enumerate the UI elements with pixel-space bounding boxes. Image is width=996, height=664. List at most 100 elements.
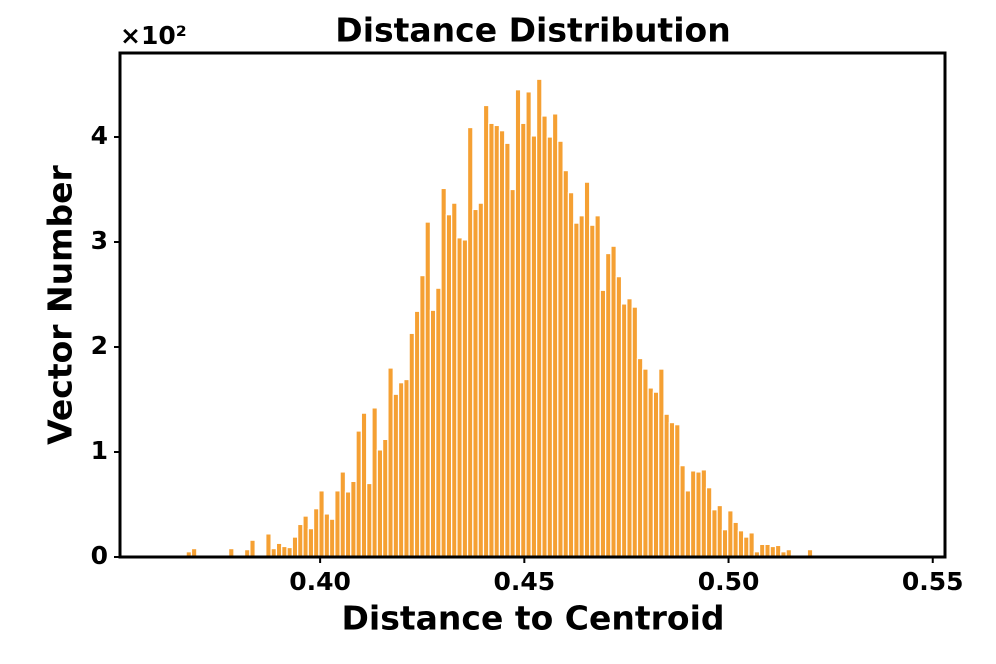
bar — [403, 378, 410, 558]
bar — [700, 469, 708, 558]
bar — [605, 252, 612, 558]
bar — [488, 122, 495, 558]
bar — [408, 332, 416, 558]
bar — [721, 529, 729, 558]
bar — [679, 465, 686, 558]
bar — [498, 130, 506, 558]
bar — [477, 202, 485, 558]
bar — [727, 510, 734, 558]
plot-frame — [118, 51, 947, 559]
bar — [445, 214, 453, 558]
bar — [413, 310, 421, 558]
y-tick-label: 1 — [91, 436, 108, 465]
bar — [461, 239, 469, 558]
bar — [312, 508, 320, 558]
bar — [594, 215, 601, 558]
bar — [652, 391, 660, 558]
bar — [764, 543, 771, 558]
bar — [631, 306, 639, 558]
bar — [642, 368, 649, 558]
x-tick-label: 0.40 — [289, 567, 351, 596]
bar — [620, 303, 628, 558]
bar — [748, 532, 755, 558]
bar — [424, 221, 431, 558]
bar — [705, 487, 713, 558]
bar — [541, 115, 548, 558]
bar — [350, 480, 357, 558]
bar — [663, 413, 670, 558]
bar — [355, 430, 362, 558]
bar — [366, 482, 373, 558]
bar — [520, 122, 527, 558]
bar — [302, 515, 309, 558]
bar — [291, 536, 299, 558]
y-tick-label: 2 — [91, 331, 108, 360]
bar — [514, 89, 522, 558]
bar — [472, 208, 479, 558]
bar — [578, 215, 585, 558]
bar — [658, 368, 665, 558]
bar — [610, 245, 617, 558]
bar — [774, 544, 782, 558]
bar — [599, 289, 607, 558]
bar — [551, 113, 559, 558]
y-tick-label: 4 — [91, 121, 108, 150]
bar — [466, 126, 474, 558]
bar — [562, 170, 570, 558]
bar — [297, 523, 304, 558]
bar — [737, 530, 745, 558]
bar — [275, 542, 283, 558]
bar — [530, 135, 538, 558]
bar — [573, 222, 580, 558]
bar — [482, 104, 490, 558]
bar — [546, 136, 554, 558]
x-tick-label: 0.50 — [698, 567, 760, 596]
chart-title: Distance Distribution — [335, 11, 730, 50]
bar — [647, 387, 654, 558]
bar — [732, 521, 739, 558]
bar — [281, 545, 288, 558]
bar — [376, 449, 384, 558]
bar — [435, 287, 442, 558]
bar — [525, 91, 532, 558]
bar — [626, 298, 633, 558]
y-axis-label: Vector Number — [41, 164, 80, 444]
bar — [535, 78, 543, 558]
bar — [695, 471, 702, 558]
y-tick-label: 0 — [91, 541, 108, 570]
bar — [504, 142, 511, 558]
x-tick-label: 0.55 — [902, 567, 964, 596]
bar — [684, 490, 692, 558]
bar — [567, 192, 575, 558]
y-tick-label: 3 — [91, 226, 108, 255]
bar — [339, 471, 347, 558]
bar — [382, 438, 389, 558]
bar — [636, 357, 644, 558]
bar — [716, 504, 724, 558]
bar — [344, 491, 352, 558]
bar — [429, 309, 437, 558]
bar — [328, 518, 336, 558]
bar — [674, 424, 681, 558]
x-tick-label: 0.45 — [493, 567, 555, 596]
bar — [557, 140, 564, 558]
bar — [419, 275, 426, 558]
bar — [440, 187, 447, 558]
bar — [711, 509, 718, 558]
bar — [758, 543, 766, 558]
y-scale-label: ×10² — [120, 21, 187, 50]
bar — [360, 412, 368, 558]
bar — [668, 422, 676, 558]
bar — [307, 528, 315, 558]
bar — [456, 237, 463, 558]
bar — [769, 545, 777, 558]
x-axis-label: Distance to Centroid — [342, 599, 725, 638]
bar — [589, 224, 596, 558]
bar — [397, 382, 405, 558]
bar — [265, 533, 272, 558]
bar — [615, 276, 623, 558]
bar — [371, 407, 378, 558]
bar — [318, 490, 325, 558]
bar — [249, 539, 256, 558]
